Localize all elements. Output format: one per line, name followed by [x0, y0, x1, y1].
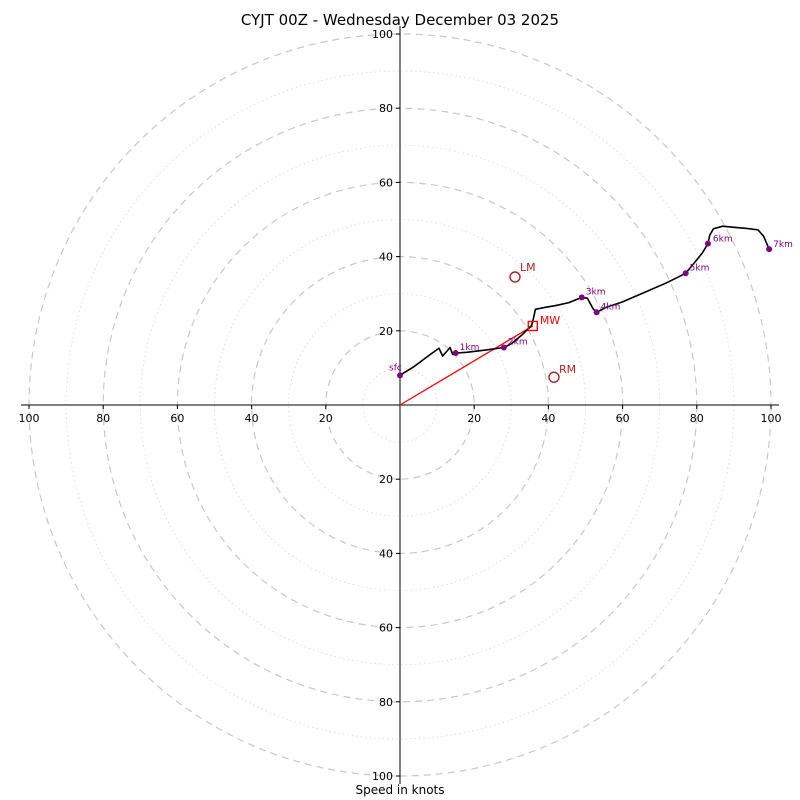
- chart-title: CYJT 00Z - Wednesday December 03 2025: [240, 11, 560, 29]
- altitude-label: 1km: [460, 343, 480, 353]
- altitude-dot: [500, 344, 507, 351]
- rm-marker-label: RM: [559, 363, 576, 376]
- altitude-label: 4km: [601, 302, 621, 312]
- y-tick-label: 60: [379, 176, 393, 189]
- y-tick-label: 40: [379, 547, 393, 560]
- altitude-dot: [452, 350, 459, 357]
- lm-marker-label: LM: [520, 261, 536, 274]
- x-tick-label: 40: [541, 412, 555, 425]
- y-tick-label: 100: [372, 28, 393, 41]
- altitude-dot: [704, 240, 711, 247]
- y-tick-label: 100: [372, 770, 393, 783]
- y-tick-label: 60: [379, 622, 393, 635]
- x-tick-label: 40: [245, 412, 259, 425]
- altitude-dot: [397, 372, 403, 379]
- altitude-label: 2km: [508, 337, 528, 347]
- rm-marker: [548, 371, 560, 383]
- x-tick-label: 80: [96, 412, 110, 425]
- x-tick-label: 80: [690, 412, 704, 425]
- altitude-dot: [682, 270, 689, 277]
- y-tick-label: 20: [379, 325, 393, 338]
- altitude-label: 5km: [690, 263, 710, 273]
- altitude-label: sfc: [389, 363, 402, 373]
- mean-wind-line: [399, 325, 534, 406]
- x-tick-label: 20: [319, 412, 333, 425]
- x-axis-label: Speed in knots: [355, 783, 445, 797]
- altitude-dot: [593, 309, 600, 316]
- altitude-label: 3km: [586, 287, 606, 297]
- x-tick-label: 60: [616, 412, 630, 425]
- y-tick-label: 20: [379, 473, 393, 486]
- altitude-dot: [578, 294, 585, 301]
- x-tick-label: 100: [761, 412, 782, 425]
- y-tick-label: 40: [379, 251, 393, 264]
- altitude-dot: [766, 246, 773, 253]
- mw-marker: [527, 320, 539, 332]
- lm-marker: [509, 271, 521, 283]
- altitude-label: 6km: [713, 235, 733, 245]
- altitude-label: 7km: [773, 240, 793, 250]
- x-tick-label: 100: [19, 412, 40, 425]
- x-tick-label: 20: [467, 412, 481, 425]
- x-tick-label: 60: [170, 412, 184, 425]
- y-tick-label: 80: [379, 696, 393, 709]
- y-tick-label: 80: [379, 102, 393, 115]
- mw-marker-label: MW: [540, 314, 560, 327]
